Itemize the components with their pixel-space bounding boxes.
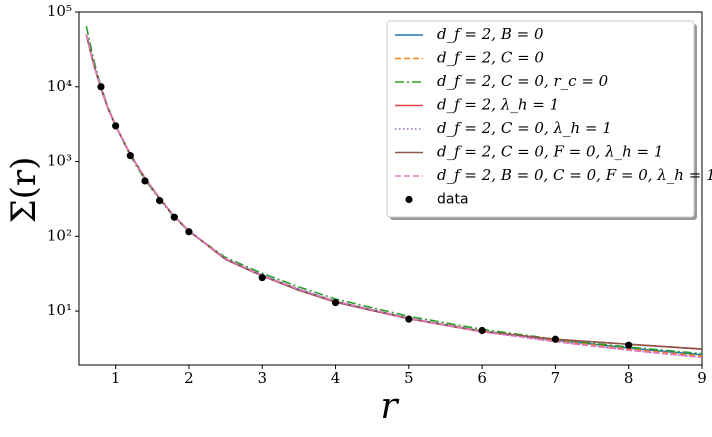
data-point [551,335,560,343]
legend-label: d_f = 2, B = 0, C = 0, F = 0, λ_h = 1 [437,166,712,184]
y-tick-label: 10⁵ [47,2,72,20]
x-tick-label: 1 [111,369,121,387]
legend-label: data [437,192,469,208]
data-point [156,197,164,205]
data-point [331,298,340,307]
y-tick-label: 10⁴ [47,77,72,95]
y-axis-label: Σ(r) [4,157,44,224]
y-tick-label: 10¹ [47,301,72,319]
x-tick-label: 6 [477,369,487,387]
x-axis-label: r [380,386,399,427]
legend-label: d_f = 2, C = 0 [437,49,544,67]
legend [386,20,695,218]
y-tick-label: 10³ [47,152,72,170]
x-tick-label: 8 [624,369,634,387]
legend-label: d_f = 2, B = 0 [437,25,544,43]
data-point [405,315,413,323]
x-tick-label: 4 [331,369,341,387]
x-tick-label: 5 [404,369,414,387]
series-line [85,34,702,359]
data-point [258,274,266,282]
legend-label: d_f = 2, C = 0, λ_h = 1 [437,119,612,137]
legend-label: d_f = 2, C = 0, F = 0, λ_h = 1 [437,143,663,161]
data-point [141,177,149,185]
legend-label: d_f = 2, C = 0, r_c = 0 [437,72,609,90]
legend-label: d_f = 2, λ_h = 1 [437,96,559,114]
data-point [126,152,134,160]
x-tick-label: 3 [257,369,267,387]
x-tick-label: 7 [551,369,561,387]
x-tick-label: 2 [184,369,194,387]
x-tick-label: 9 [697,369,707,387]
data-point [170,213,178,221]
data-point [478,326,486,335]
y-tick-label: 10² [47,226,72,244]
data-point [97,83,105,91]
data-point [625,341,633,349]
data-point [185,228,193,236]
data-point [112,122,120,130]
legend-swatch [405,195,413,204]
